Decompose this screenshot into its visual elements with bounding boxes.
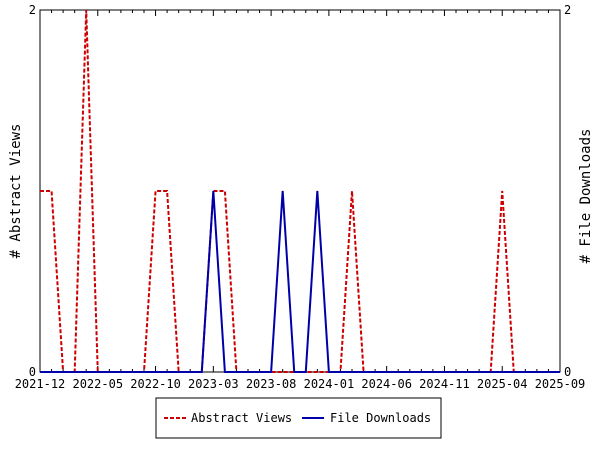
plot-area [39, 9, 561, 373]
series-line-file-downloads [40, 190, 560, 373]
y2-tick-label: 0 [564, 365, 571, 379]
x-tick-label: 2023-03 [188, 377, 239, 391]
y2-tick-label: 2 [564, 3, 571, 17]
x-tick-label: 2024-11 [419, 377, 470, 391]
legend: Abstract Views File Downloads [155, 397, 442, 439]
x-tick-label: 2022-05 [72, 377, 123, 391]
legend-label-file-downloads: File Downloads [330, 411, 431, 425]
x-tick-label: 2025-09 [535, 377, 586, 391]
x-tick-label: 2023-08 [246, 377, 297, 391]
x-tick-label: 2025-04 [477, 377, 528, 391]
x-tick-label: 2024-01 [304, 377, 355, 391]
y-tick-label: 2 [29, 3, 36, 17]
y-tick-label: 0 [29, 365, 36, 379]
y2-axis-title: # File Downloads [578, 129, 594, 264]
x-tick-label: 2022-10 [130, 377, 181, 391]
x-tick-label: 2024-06 [361, 377, 412, 391]
x-tick-label: 2021-12 [15, 377, 66, 391]
legend-box [155, 397, 442, 439]
series-layer [40, 9, 560, 373]
y-axis-title: # Abstract Views [8, 124, 24, 259]
legend-label-abstract-views: Abstract Views [191, 411, 292, 425]
x-axis-tick-labels: 2021-12 2022-05 2022-10 2023-03 2023-08 2024-… [15, 377, 586, 391]
